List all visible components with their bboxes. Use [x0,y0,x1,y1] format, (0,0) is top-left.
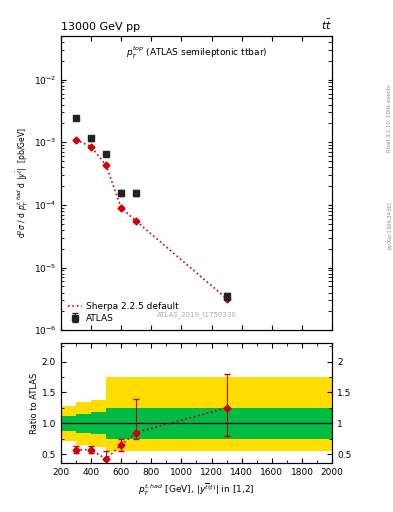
Line: Sherpa 2.2.5 default: Sherpa 2.2.5 default [76,140,227,298]
Legend: Sherpa 2.2.5 default, ATLAS: Sherpa 2.2.5 default, ATLAS [65,300,182,326]
Bar [106,408,332,439]
Text: 13000 GeV pp: 13000 GeV pp [61,22,140,32]
Sherpa 2.2.5 default [89,144,94,150]
Bar [91,400,106,446]
Text: [arXiv:1306.3436]: [arXiv:1306.3436] [387,201,392,249]
Bar [76,401,91,445]
Text: ATLAS_2019_I1750330: ATLAS_2019_I1750330 [156,312,237,318]
Text: $p_T^{top}$ (ATLAS semileptonic ttbar): $p_T^{top}$ (ATLAS semileptonic ttbar) [126,45,267,61]
Bar [76,414,91,433]
Sherpa 2.2.5 default [73,137,78,143]
Sherpa 2.2.5 default [104,162,108,168]
Y-axis label: Ratio to ATLAS: Ratio to ATLAS [30,373,39,434]
X-axis label: $p_T^{t,had}$ [GeV], |$y^{\overline{t}(t)}$| in [1,2]: $p_T^{t,had}$ [GeV], |$y^{\overline{t}(t… [138,481,255,498]
Bar [61,416,76,431]
Bar [91,412,106,434]
Text: Rivet 3.1.10, 100k events: Rivet 3.1.10, 100k events [387,84,392,152]
Sherpa 2.2.5 default [224,295,229,302]
Sherpa 2.2.5 default [119,205,123,211]
Bar [106,377,332,451]
Sherpa 2.2.5 default [134,218,139,224]
Bar [61,406,76,440]
Text: $t\bar{t}$: $t\bar{t}$ [321,17,332,32]
Y-axis label: d$^2\sigma$ / d $p_T^{t,had}$ d |$y^{\bar{t}}$|  [pb/GeV]: d$^2\sigma$ / d $p_T^{t,had}$ d |$y^{\ba… [15,127,31,239]
